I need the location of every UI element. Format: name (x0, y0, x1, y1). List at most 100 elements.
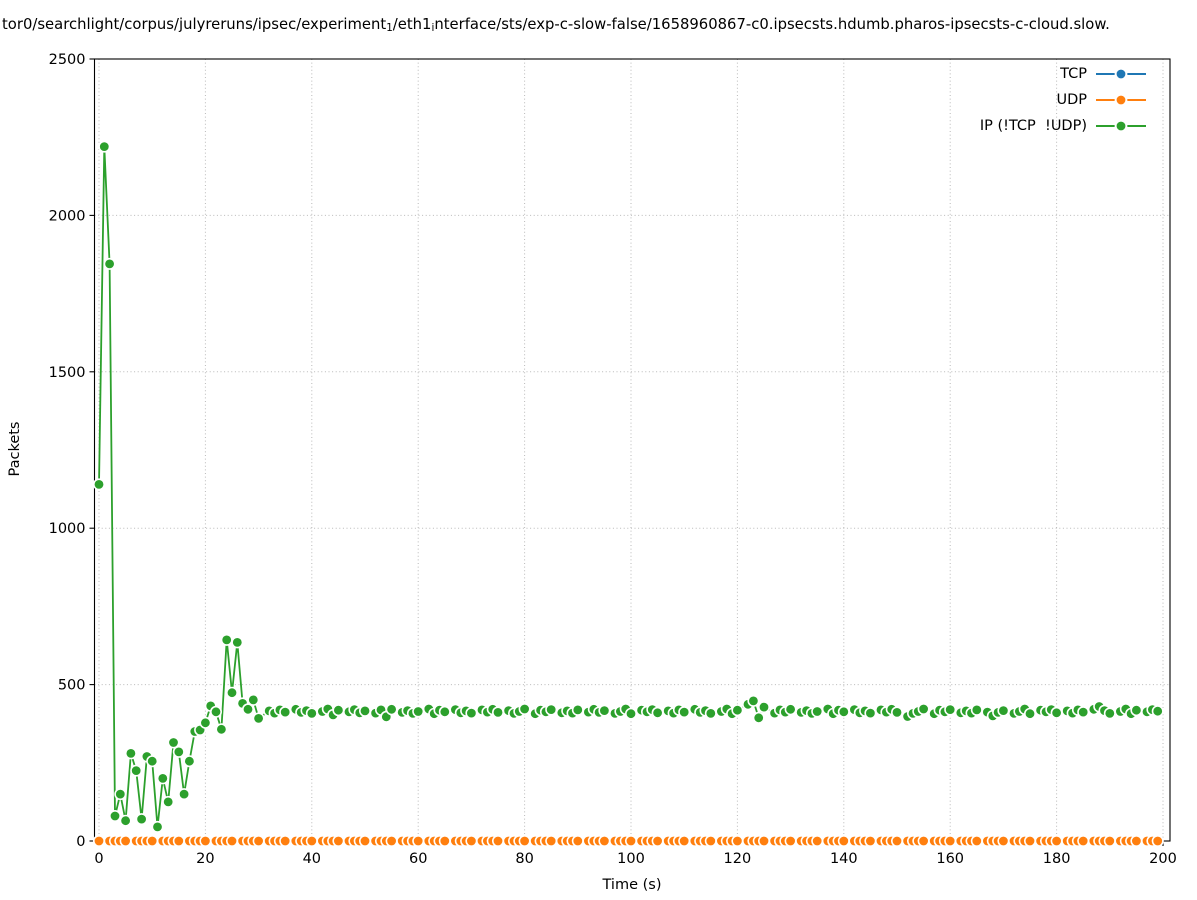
y-tick-label: 1000 (49, 521, 86, 537)
series-ip-marker (114, 788, 127, 801)
series-udp-marker (678, 834, 691, 847)
series-udp-marker (545, 834, 558, 847)
series-udp-marker (704, 834, 717, 847)
title-subscript: i (431, 22, 435, 33)
series-ip-marker (220, 633, 233, 646)
series-ip-marker (124, 747, 137, 760)
series-udp-marker (837, 834, 850, 847)
series-ip-marker (162, 795, 175, 808)
x-tick-label: 140 (830, 851, 858, 867)
series-udp-marker (146, 834, 159, 847)
x-tick-label: 100 (617, 851, 645, 867)
series-udp-marker (571, 834, 584, 847)
title-subscript: 1 (386, 22, 393, 33)
x-axis-label: Time (s) (602, 877, 662, 893)
series-ip-marker (183, 755, 196, 768)
x-tick-label: 160 (936, 851, 964, 867)
series-ip-marker (151, 820, 164, 833)
title-text: tor0/searchlight/corpus/julyreruns/ipsec… (2, 16, 387, 33)
series-ip-marker (1103, 707, 1116, 720)
y-tick-label: 1500 (49, 365, 86, 381)
y-tick-label: 0 (76, 834, 85, 850)
series-ip-marker (178, 788, 191, 801)
series-udp-marker (811, 834, 824, 847)
series-udp-marker (332, 834, 345, 847)
series-udp-marker (917, 834, 930, 847)
series-udp-marker (864, 834, 877, 847)
series-ip-marker (358, 704, 371, 717)
legend-line-marker-icon (1096, 93, 1146, 107)
legend-entry-tcp: TCP (980, 61, 1146, 87)
series-ip-marker (332, 704, 345, 717)
series-ip-marker (438, 705, 451, 718)
series-udp-marker (199, 834, 212, 847)
legend: TCP UDP IP (!TCP !UDP) (980, 61, 1146, 139)
series-ip-marker (944, 703, 957, 716)
legend-label: UDP (1056, 92, 1087, 108)
series-ip-marker (704, 707, 717, 720)
series-udp-marker (385, 834, 398, 847)
series-udp-marker (252, 834, 265, 847)
series-ip-marker (784, 703, 797, 716)
legend-label: IP (!TCP !UDP) (979, 118, 1087, 134)
series-ip-marker (172, 745, 185, 758)
series-ip-marker (837, 705, 850, 718)
series-ip-marker (465, 707, 478, 720)
series-ip-marker (731, 704, 744, 717)
series-ip-marker (1130, 704, 1143, 717)
series-udp-marker (226, 834, 239, 847)
series-ip-marker (651, 706, 664, 719)
axis-ticks (89, 58, 1164, 846)
series-ip-marker (970, 703, 983, 716)
chart-title: tor0/searchlight/corpus/julyreruns/ipsec… (2, 16, 1197, 33)
series-ip-marker (385, 703, 398, 716)
series-udp-marker (624, 834, 637, 847)
series-ip-marker (215, 723, 228, 736)
series-ip-marker (997, 704, 1010, 717)
series-udp-marker (438, 834, 451, 847)
legend-line-marker-icon (1096, 119, 1146, 133)
series-ip-marker (242, 703, 255, 716)
series-ip-marker (199, 716, 212, 729)
series-ip-marker (226, 686, 239, 699)
series-udp-marker (412, 834, 425, 847)
y-tick-label: 2500 (49, 52, 86, 68)
series-udp-marker (651, 834, 664, 847)
series-ip-marker (491, 706, 504, 719)
series-ip-marker (571, 703, 584, 716)
series-ip-marker (412, 705, 425, 718)
legend-entry-ip: IP (!TCP !UDP) (980, 113, 1146, 139)
series-ip-marker (757, 701, 770, 714)
series-udp-marker (970, 834, 983, 847)
y-axis-label: Packets (7, 422, 23, 477)
series-ip-marker (210, 705, 223, 718)
series-udp-marker (119, 834, 132, 847)
series-ip-marker (917, 702, 930, 715)
series-ip-marker (247, 693, 260, 706)
x-tick-label: 20 (196, 851, 214, 867)
series-udp-marker (305, 834, 318, 847)
series-ip-marker (279, 706, 292, 719)
y-tick-label: 500 (58, 678, 86, 694)
series-udp-marker (1050, 834, 1063, 847)
tick-labels: 0 20 40 60 80 100 120 140 160 180 2000500100015002… (49, 52, 1177, 867)
series-udp-marker (279, 834, 292, 847)
series-ip-marker (167, 736, 180, 749)
series-ip-marker (103, 257, 116, 270)
series-ip-marker (305, 707, 318, 720)
series-ip-marker (1077, 706, 1090, 719)
x-tick-label: 60 (409, 851, 427, 867)
series-ip-marker (93, 478, 106, 491)
y-tick-label: 2000 (49, 208, 86, 224)
series-ip (93, 140, 1164, 833)
x-tick-label: 0 (94, 851, 103, 867)
legend-label: TCP (1060, 66, 1087, 82)
series-ip-marker (119, 814, 132, 827)
series-udp-marker (944, 834, 957, 847)
series-ip-marker (890, 706, 903, 719)
series-udp (93, 834, 1164, 847)
series-ip-marker (252, 712, 265, 725)
series-ip-marker (98, 140, 111, 153)
